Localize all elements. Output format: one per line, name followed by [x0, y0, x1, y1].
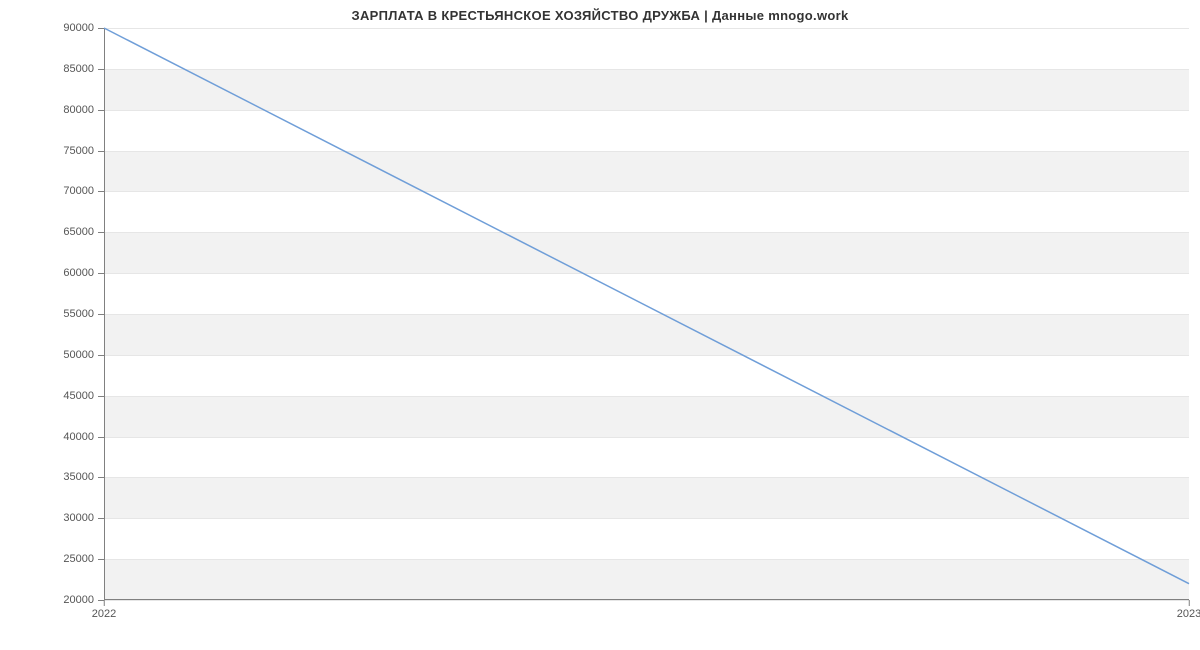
y-tick-label: 35000 — [63, 471, 104, 483]
y-tick-label: 40000 — [63, 431, 104, 443]
line-chart: ЗАРПЛАТА В КРЕСТЬЯНСКОЕ ХОЗЯЙСТВО ДРУЖБА… — [0, 0, 1200, 650]
line-layer — [104, 28, 1189, 600]
y-tick-label: 90000 — [63, 22, 104, 34]
y-tick-label: 25000 — [63, 553, 104, 565]
chart-title: ЗАРПЛАТА В КРЕСТЬЯНСКОЕ ХОЗЯЙСТВО ДРУЖБА… — [0, 8, 1200, 23]
y-tick-label: 50000 — [63, 349, 104, 361]
series-line — [104, 28, 1189, 584]
y-tick-label: 70000 — [63, 185, 104, 197]
y-tick-label: 55000 — [63, 308, 104, 320]
y-tick-label: 80000 — [63, 104, 104, 116]
x-tick-label: 2022 — [92, 600, 116, 620]
y-gridline — [104, 600, 1189, 601]
y-tick-label: 85000 — [63, 63, 104, 75]
y-tick-label: 65000 — [63, 226, 104, 238]
y-tick-label: 75000 — [63, 145, 104, 157]
y-tick-label: 30000 — [63, 512, 104, 524]
plot-area: 2000025000300003500040000450005000055000… — [104, 28, 1189, 600]
y-tick-label: 60000 — [63, 267, 104, 279]
x-tick-label: 2023 — [1177, 600, 1200, 620]
y-tick-label: 45000 — [63, 390, 104, 402]
